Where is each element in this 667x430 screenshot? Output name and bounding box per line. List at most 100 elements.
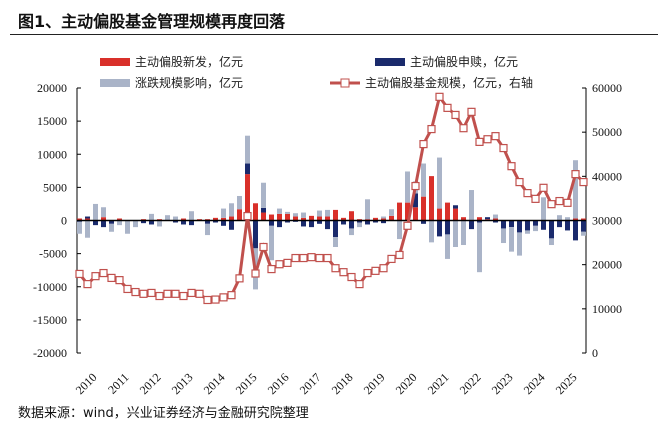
bar-net-subscription	[205, 220, 210, 224]
bar-market-effect	[165, 215, 170, 221]
aum-marker	[243, 211, 252, 221]
bar-new-issue	[285, 213, 290, 221]
bar-net-subscription	[141, 220, 146, 224]
bar-net-subscription	[493, 220, 498, 223]
bar-market-effect	[77, 221, 82, 234]
bar-new-issue	[101, 217, 106, 221]
aum-marker	[179, 291, 188, 301]
bar-market-effect	[125, 220, 130, 234]
aum-marker	[347, 272, 356, 282]
aum-marker	[155, 291, 164, 301]
bar-market-effect	[101, 207, 106, 218]
legend-label: 主动偏股基金规模，亿元，右轴	[365, 75, 533, 90]
bar-new-issue	[261, 212, 266, 221]
bar-market-effect	[149, 213, 154, 221]
bar-new-issue	[213, 217, 218, 221]
bar-new-issue	[477, 217, 482, 221]
aum-marker	[235, 274, 244, 283]
bar-market-effect	[333, 237, 338, 247]
x-tick-label: 2024	[521, 370, 548, 397]
bar-new-issue	[253, 203, 258, 221]
bar-net-subscription	[109, 220, 114, 224]
bar-market-effect	[117, 220, 122, 226]
bar-net-subscription	[581, 220, 586, 232]
aum-marker	[467, 107, 476, 116]
aum-marker	[291, 253, 300, 263]
legend-swatch	[100, 79, 130, 87]
right-tick-label: 50000	[592, 125, 622, 139]
aum-marker	[219, 293, 228, 302]
bar-net-subscription	[325, 220, 330, 230]
bar-market-effect	[501, 228, 506, 244]
aum-marker	[331, 264, 340, 273]
bar-net-subscription	[421, 220, 426, 224]
left-tick-label: 20000	[37, 81, 67, 95]
x-tick-label: 2011	[105, 370, 132, 397]
aum-marker	[171, 289, 180, 298]
bar-market-effect	[445, 234, 450, 259]
bar-new-issue	[333, 209, 338, 221]
aum-marker	[91, 272, 100, 281]
aum-marker	[555, 196, 564, 206]
aum-marker	[195, 289, 204, 298]
bar-market-effect	[381, 216, 386, 219]
aum-marker	[571, 170, 580, 179]
aum-marker	[379, 264, 388, 273]
bar-market-effect	[205, 223, 210, 236]
legend-label: 涨跌规模影响，亿元	[135, 75, 243, 90]
x-tick-label: 2014	[201, 370, 228, 397]
aum-marker	[451, 110, 460, 120]
left-tick-label: 15000	[37, 114, 67, 128]
bar-net-subscription	[189, 220, 194, 226]
x-tick-label: 2025	[553, 370, 580, 397]
bar-new-issue	[269, 214, 274, 221]
aum-marker	[187, 288, 196, 298]
aum-marker	[371, 266, 380, 275]
aum-marker	[251, 269, 260, 278]
bar-market-effect	[541, 197, 546, 221]
bar-net-subscription	[269, 220, 274, 226]
x-tick-label: 2013	[169, 370, 196, 397]
bar-new-issue	[437, 208, 442, 221]
aum-marker	[403, 221, 412, 230]
aum-marker	[547, 200, 556, 209]
aum-marker	[339, 268, 348, 277]
bar-market-effect	[245, 135, 250, 164]
bar-net-subscription	[437, 220, 442, 237]
aum-marker	[99, 268, 108, 278]
right-tick-label: 0	[592, 346, 598, 360]
aum-marker	[163, 289, 172, 298]
bar-net-subscription	[149, 220, 154, 225]
left-tick-label: 5000	[43, 180, 67, 194]
x-tick-label: 2018	[329, 370, 356, 397]
bar-net-subscription	[349, 220, 354, 229]
bar-net-subscription	[549, 220, 554, 239]
bar-new-issue	[325, 216, 330, 221]
x-tick-label: 2015	[233, 370, 260, 397]
bar-net-subscription	[469, 220, 474, 230]
aum-marker	[115, 276, 124, 285]
left-tick-label: 10000	[37, 147, 67, 161]
bar-net-subscription	[261, 207, 266, 213]
bar-market-effect	[437, 157, 442, 209]
bar-market-effect	[573, 160, 578, 219]
left-tick-label: -10000	[33, 280, 67, 294]
bar-market-effect	[429, 220, 434, 243]
bar-market-effect	[509, 227, 514, 252]
x-tick-label: 2019	[361, 370, 388, 397]
aum-marker	[507, 162, 516, 171]
aum-marker	[355, 280, 364, 289]
aum-marker	[459, 124, 468, 133]
x-tick-label: 2016	[265, 370, 292, 397]
aum-marker	[435, 92, 444, 101]
bar-net-subscription	[517, 220, 522, 233]
bar-market-effect	[517, 232, 522, 256]
bar-new-issue	[117, 218, 122, 221]
x-tick-label: 2023	[489, 370, 516, 397]
aum-marker	[579, 177, 588, 187]
aum-marker	[395, 250, 404, 260]
bar-net-subscription	[221, 220, 226, 226]
aum-marker	[203, 295, 212, 305]
bar-market-effect	[133, 220, 138, 228]
bar-new-issue	[317, 216, 322, 221]
